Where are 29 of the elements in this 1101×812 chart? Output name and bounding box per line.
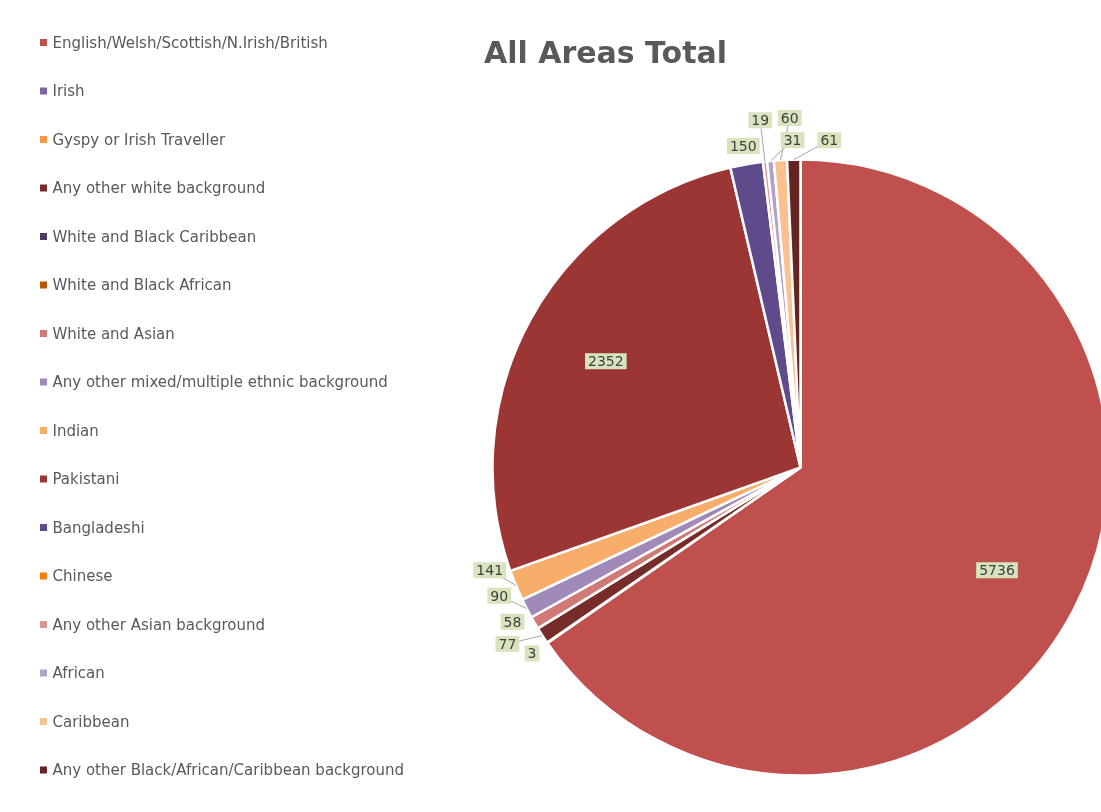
legend-label: White and Black Caribbean bbox=[52, 227, 257, 246]
data-label: 61 bbox=[820, 132, 839, 149]
legend-label: Any other Asian background bbox=[52, 615, 266, 634]
chart-title: All Areas Total bbox=[483, 35, 728, 70]
data-label: 3 bbox=[527, 645, 537, 662]
data-label: 2352 bbox=[587, 353, 624, 370]
legend-label: Any other white background bbox=[52, 179, 266, 197]
legend-label: Gyspy or Irish Traveller bbox=[52, 130, 226, 149]
legend-label: Irish bbox=[52, 82, 85, 100]
legend-label: English/Welsh/Scottish/N.Irish/British bbox=[52, 33, 328, 52]
legend-label: Indian bbox=[52, 421, 99, 440]
legend-label: White and Asian bbox=[52, 324, 175, 343]
data-label: 150 bbox=[729, 138, 757, 155]
data-label: 90 bbox=[490, 587, 509, 604]
legend-label: Pakistani bbox=[52, 470, 120, 488]
legend-label: White and Black African bbox=[52, 276, 232, 294]
data-label: 19 bbox=[751, 112, 770, 129]
legend-label: Any other Black/African/Caribbean background bbox=[52, 761, 405, 779]
legend-label: Bangladeshi bbox=[52, 518, 145, 537]
legend-label: African bbox=[52, 664, 105, 682]
data-label: 60 bbox=[780, 109, 799, 126]
legend-label: Caribbean bbox=[52, 712, 130, 731]
legend-label: Any other mixed/multiple ethnic background bbox=[52, 373, 388, 391]
data-label: 141 bbox=[476, 562, 504, 579]
data-label: 77 bbox=[498, 635, 517, 652]
data-label: 58 bbox=[503, 613, 522, 630]
legend-label: Chinese bbox=[52, 567, 113, 585]
data-label: 5736 bbox=[979, 562, 1015, 579]
data-label: 31 bbox=[783, 132, 802, 149]
